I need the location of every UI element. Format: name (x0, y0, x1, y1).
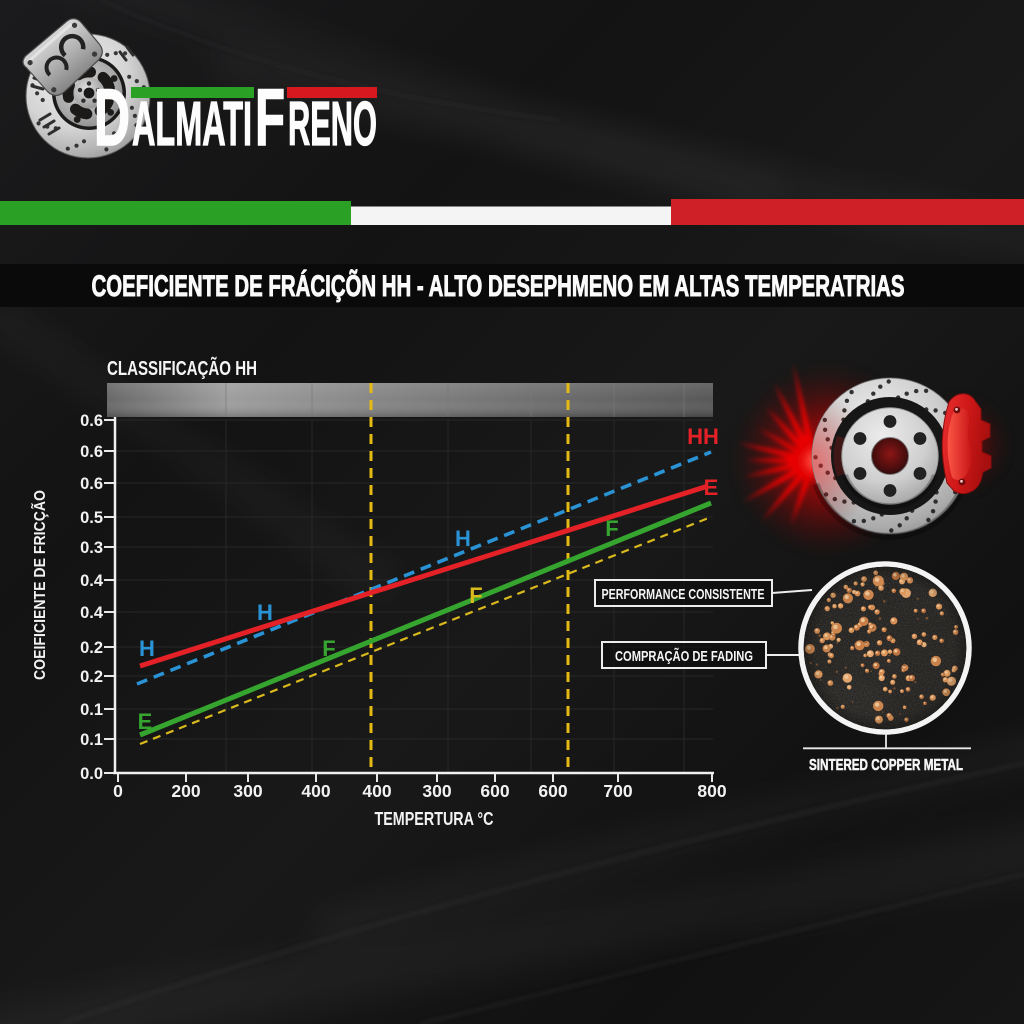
svg-text:D: D (94, 73, 130, 163)
svg-text:0.6: 0.6 (80, 412, 103, 430)
svg-text:600: 600 (480, 781, 509, 801)
svg-text:COMPRAÇÃO DE FADING: COMPRAÇÃO DE FADING (615, 647, 753, 665)
svg-text:E: E (704, 475, 719, 500)
svg-text:PERFORMANCE CONSISTENTE: PERFORMANCE CONSISTENTE (602, 586, 765, 603)
svg-text:HH: HH (687, 424, 719, 449)
svg-text:600: 600 (538, 781, 567, 801)
svg-text:0.2: 0.2 (80, 639, 103, 657)
svg-text:0.4: 0.4 (80, 572, 104, 590)
svg-text:0.1: 0.1 (80, 701, 103, 719)
svg-text:F: F (322, 636, 335, 661)
svg-text:0.1: 0.1 (80, 731, 103, 749)
svg-text:400: 400 (301, 781, 330, 801)
svg-text:200: 200 (171, 781, 200, 801)
svg-text:0.0: 0.0 (80, 765, 103, 783)
svg-text:CLASSIFICAÇÃO HH: CLASSIFICAÇÃO HH (107, 357, 257, 380)
svg-text:F: F (469, 583, 482, 608)
svg-text:F: F (255, 73, 285, 163)
svg-text:COEIFICIENTE DE FRICÇÃO: COEIFICIENTE DE FRICÇÃO (29, 490, 49, 680)
svg-text:H: H (257, 600, 273, 625)
svg-text:H: H (139, 636, 155, 661)
svg-text:300: 300 (233, 781, 262, 801)
svg-text:300: 300 (422, 781, 451, 801)
svg-text:H: H (455, 526, 471, 551)
svg-text:0.2: 0.2 (80, 668, 103, 686)
svg-text:RENO: RENO (288, 90, 377, 159)
svg-text:700: 700 (603, 781, 632, 801)
svg-text:SINTERED COPPER METAL: SINTERED COPPER METAL (809, 757, 963, 774)
svg-text:400: 400 (362, 781, 391, 801)
svg-text:COEFICIENTE DE FRÁCIÇÕN HH - A: COEFICIENTE DE FRÁCIÇÕN HH - ALTO DESEPH… (92, 269, 905, 303)
svg-text:ALMATI: ALMATI (132, 90, 252, 159)
svg-text:0.6: 0.6 (80, 443, 103, 461)
svg-text:0: 0 (113, 781, 123, 801)
svg-text:0.6: 0.6 (80, 475, 103, 493)
svg-text:0.5: 0.5 (80, 509, 103, 527)
svg-text:0.4: 0.4 (80, 604, 104, 622)
svg-text:E: E (138, 709, 153, 734)
svg-text:F: F (605, 516, 618, 541)
svg-text:0.3: 0.3 (80, 539, 103, 557)
svg-text:800: 800 (697, 781, 726, 801)
svg-text:TEMPERTURA °C: TEMPERTURA °C (375, 809, 494, 829)
